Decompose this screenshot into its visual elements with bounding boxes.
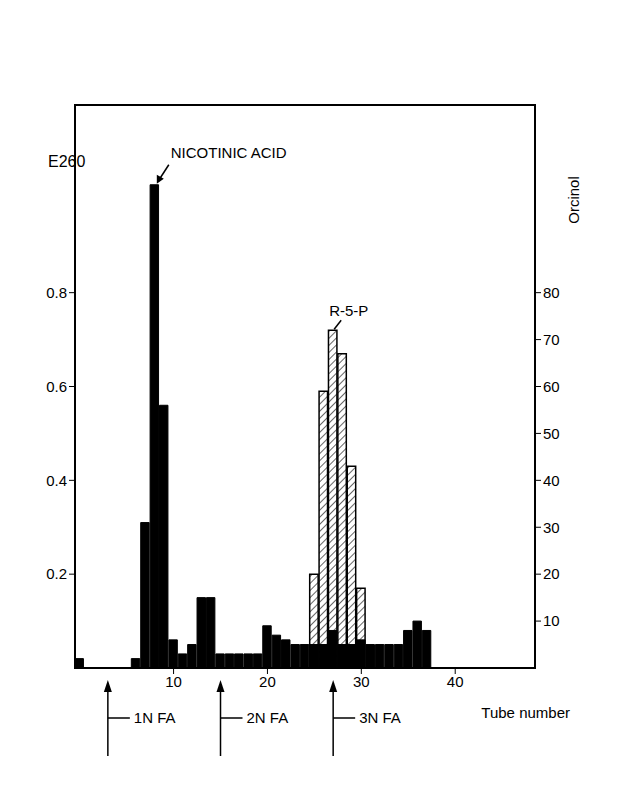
svg-text:70: 70 xyxy=(543,331,560,348)
svg-text:60: 60 xyxy=(543,378,560,395)
svg-text:2N FA: 2N FA xyxy=(247,709,289,726)
svg-text:10: 10 xyxy=(165,673,182,690)
svg-text:30: 30 xyxy=(353,673,370,690)
svg-text:0.2: 0.2 xyxy=(46,565,67,582)
svg-text:10: 10 xyxy=(543,612,560,629)
svg-text:0.4: 0.4 xyxy=(46,472,67,489)
svg-text:30: 30 xyxy=(543,519,560,536)
svg-text:80: 80 xyxy=(543,284,560,301)
svg-text:Orcinol: Orcinol xyxy=(565,176,582,224)
svg-text:R-5-P: R-5-P xyxy=(329,302,368,319)
svg-text:50: 50 xyxy=(543,425,560,442)
svg-text:20: 20 xyxy=(543,565,560,582)
svg-text:20: 20 xyxy=(259,673,276,690)
svg-text:40: 40 xyxy=(543,472,560,489)
svg-text:0.6: 0.6 xyxy=(46,378,67,395)
svg-text:0.8: 0.8 xyxy=(46,284,67,301)
svg-text:NICOTINIC ACID: NICOTINIC ACID xyxy=(171,144,287,161)
svg-text:1N FA: 1N FA xyxy=(134,709,176,726)
svg-text:Tube number: Tube number xyxy=(481,704,570,721)
svg-text:40: 40 xyxy=(447,673,464,690)
svg-text:3N FA: 3N FA xyxy=(359,709,401,726)
svg-text:E260: E260 xyxy=(48,153,85,170)
